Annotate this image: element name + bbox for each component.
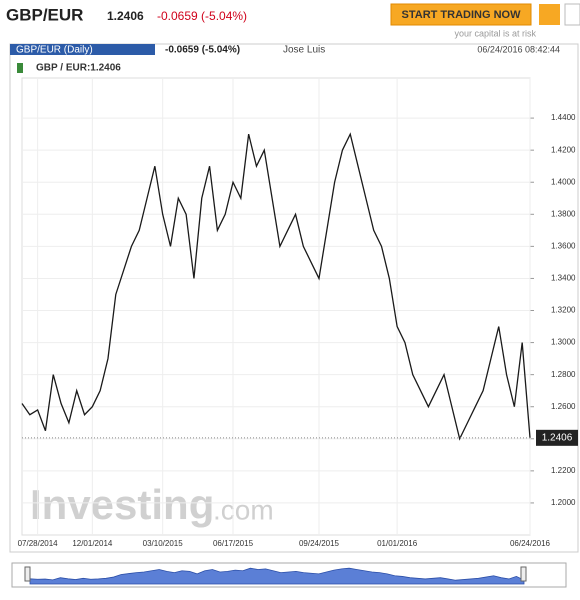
y-tick-label: 1.3600	[551, 241, 576, 250]
legend: GBP / EUR:1.2406	[36, 63, 121, 74]
last-price-box	[536, 429, 578, 446]
price: 1.2406	[107, 9, 144, 23]
navigator-handle	[520, 566, 527, 582]
y-tick-label: 1.3200	[551, 306, 576, 315]
x-tick-label: 01/01/2016	[377, 539, 418, 548]
y-tick-label: 1.2000	[551, 498, 576, 507]
trade-button-label[interactable]: START TRADING NOW	[402, 9, 522, 21]
panel-user: Jose Luis	[283, 45, 325, 56]
price-line	[21, 132, 531, 441]
legend-swatch	[17, 63, 23, 73]
y-tick-label: 1.2200	[551, 466, 576, 475]
y-tick-label: 1.4000	[551, 177, 576, 186]
x-tick-label: 09/24/2015	[299, 539, 340, 548]
panel-title: GBP/EUR (Daily)	[16, 45, 93, 56]
menu-icon[interactable]	[564, 3, 580, 26]
panel-change: -0.0659 (-5.04%)	[165, 45, 240, 56]
x-tick-label: 07/28/2014	[18, 539, 59, 548]
x-tick-label: 06/17/2015	[213, 539, 254, 548]
y-tick-label: 1.4400	[551, 113, 576, 122]
y-tick-label: 1.3800	[551, 209, 576, 218]
trade-button[interactable]	[390, 3, 532, 26]
alert-icon[interactable]	[539, 4, 560, 25]
panel	[9, 43, 579, 553]
x-tick-label: 12/01/2014	[72, 539, 113, 548]
change: -0.0659 (-5.04%)	[157, 9, 247, 23]
y-tick-label: 1.2800	[551, 370, 576, 379]
x-tick-label: 03/10/2015	[143, 539, 184, 548]
y-tick-label: 1.3000	[551, 338, 576, 347]
x-tick-label: 06/24/2016	[510, 539, 551, 548]
y-tick-label: 1.4200	[551, 145, 576, 154]
panel-tab	[10, 44, 155, 55]
symbol: GBP/EUR	[6, 5, 83, 24]
panel-timestamp: 06/24/2016 08:42:44	[477, 44, 560, 54]
navigator-handle	[24, 566, 31, 582]
risk-note: your capital is at risk	[454, 28, 536, 38]
watermark: .com	[213, 494, 274, 525]
last-price-label: 1.2406	[542, 432, 573, 443]
watermark: Investing	[30, 481, 214, 528]
y-tick-label: 1.3400	[551, 274, 576, 283]
y-tick-label: 1.2600	[551, 402, 576, 411]
navigator-area	[29, 567, 525, 585]
